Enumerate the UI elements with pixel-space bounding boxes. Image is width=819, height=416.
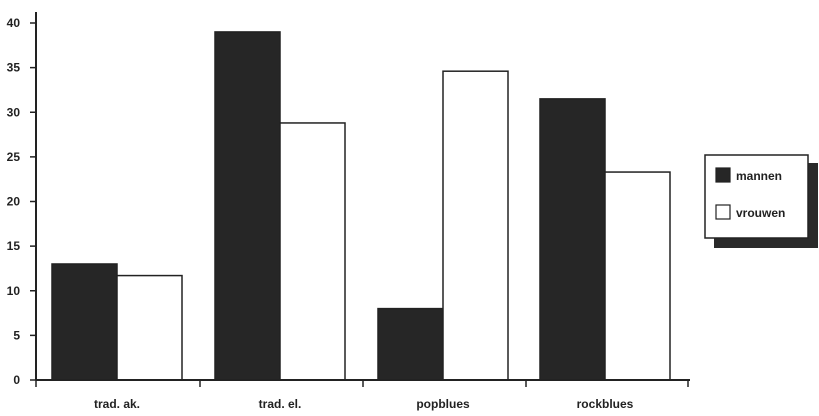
x-category-label: rockblues	[577, 397, 634, 411]
bar-mannen-2	[214, 31, 281, 381]
bar-vrouwen-3	[442, 70, 509, 381]
x-category-label: popblues	[416, 397, 470, 411]
legend-label-vrouwen: vrouwen	[736, 206, 785, 220]
y-tick-label: 0	[13, 373, 20, 387]
y-tick-label: 40	[7, 16, 21, 30]
y-tick-label: 35	[7, 61, 21, 75]
x-category-label: trad. el.	[259, 397, 302, 411]
y-tick-label: 20	[7, 195, 21, 209]
bar-vrouwen-2	[279, 122, 346, 381]
bar-vrouwen-4	[604, 171, 671, 381]
legend-label-mannen: mannen	[736, 169, 782, 183]
bar-vrouwen-1	[116, 274, 183, 381]
y-tick-label: 5	[13, 328, 20, 342]
bar-mannen-1	[51, 263, 118, 381]
legend-swatch-mannen	[715, 167, 731, 183]
y-tick-label: 30	[7, 105, 21, 119]
x-category-label: trad. ak.	[94, 397, 140, 411]
bar-mannen-3	[377, 307, 444, 381]
legend-swatch-vrouwen	[715, 204, 731, 220]
legend: mannen vrouwen	[704, 154, 818, 248]
legend-box	[704, 154, 809, 239]
y-tick-label: 15	[7, 239, 21, 253]
y-tick-label: 10	[7, 284, 21, 298]
bar-mannen-4	[539, 98, 606, 381]
y-tick-label: 25	[7, 150, 21, 164]
